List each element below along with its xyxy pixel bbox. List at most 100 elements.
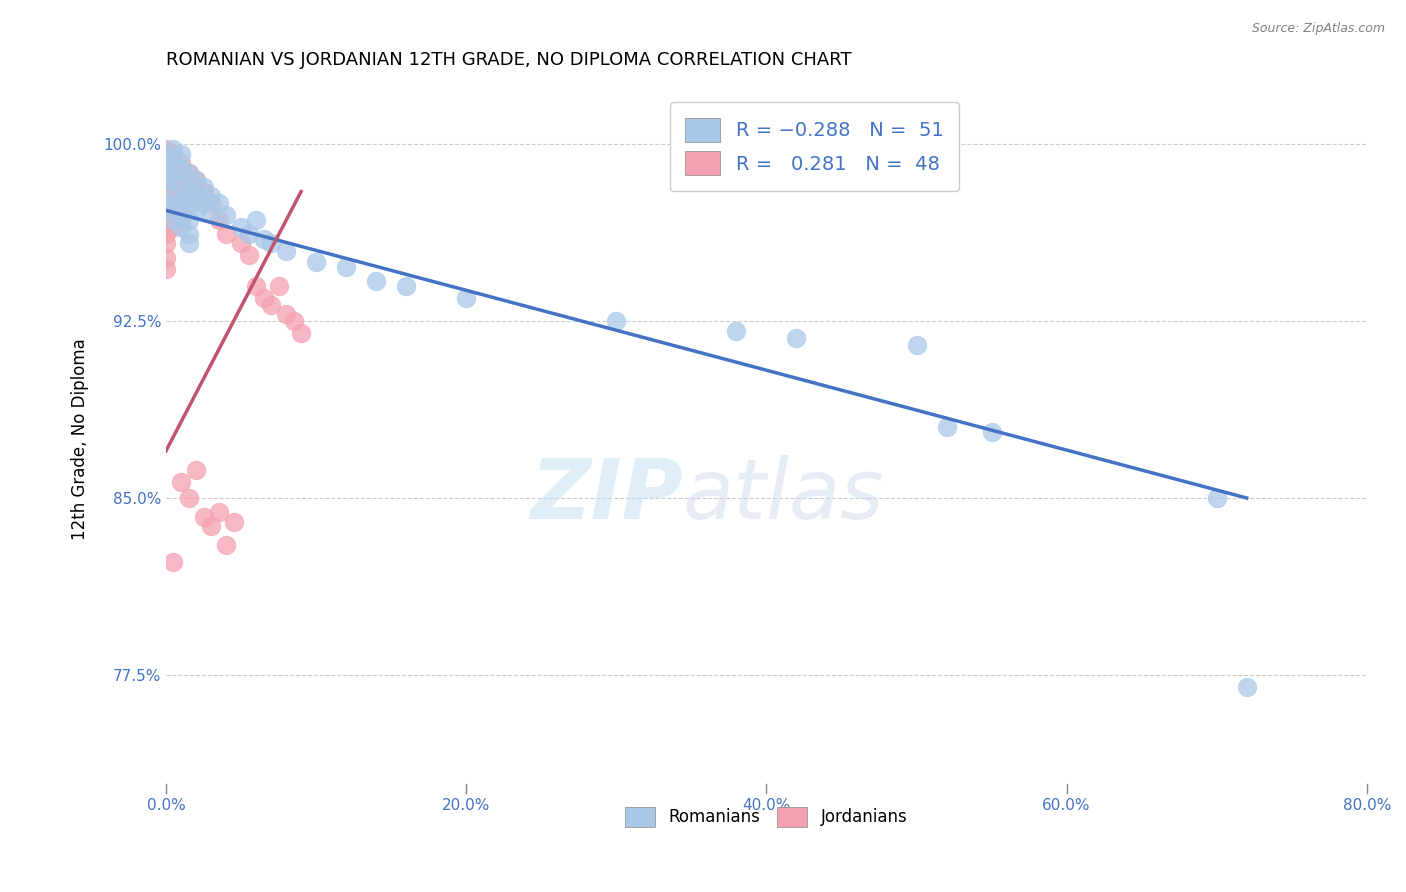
Text: ZIP: ZIP (530, 455, 682, 536)
Point (170, 178, 193, 192)
Point (184, 173, 207, 187)
Point (283, 314, 305, 328)
Point (177, 182, 200, 196)
Point (200, 196, 222, 211)
Point (170, 219, 193, 234)
Point (162, 142, 184, 156)
Point (184, 203, 207, 218)
Point (245, 278, 267, 293)
Point (177, 185, 200, 199)
Point (366, 274, 388, 288)
Point (162, 203, 184, 218)
Point (177, 491, 200, 505)
Point (162, 156, 184, 170)
Point (170, 475, 193, 489)
Point (238, 248, 260, 262)
Point (395, 278, 418, 293)
Point (252, 291, 274, 305)
Point (155, 189, 177, 203)
Point (155, 251, 177, 265)
Point (162, 555, 184, 569)
Point (252, 232, 274, 246)
Y-axis label: 12th Grade, No Diploma: 12th Grade, No Diploma (72, 338, 89, 540)
Point (605, 314, 627, 328)
Point (170, 199, 193, 213)
Text: atlas: atlas (682, 455, 884, 536)
Point (155, 236, 177, 251)
Point (177, 166, 200, 180)
Point (155, 142, 177, 156)
Point (170, 212, 193, 227)
Point (725, 324, 748, 338)
Legend: Romanians, Jordanians: Romanians, Jordanians (619, 800, 914, 834)
Point (155, 173, 177, 187)
Point (260, 236, 283, 251)
Point (238, 227, 260, 241)
Point (155, 161, 177, 175)
Point (155, 262, 177, 277)
Point (170, 161, 193, 175)
Point (260, 298, 283, 312)
Point (200, 189, 222, 203)
Point (177, 166, 200, 180)
Point (215, 227, 238, 241)
Point (162, 189, 184, 203)
Point (170, 185, 193, 199)
Point (290, 326, 312, 340)
Point (170, 208, 193, 222)
Point (162, 147, 184, 161)
Point (274, 244, 297, 258)
Text: Source: ZipAtlas.com: Source: ZipAtlas.com (1251, 22, 1385, 36)
Point (935, 420, 957, 434)
Point (155, 215, 177, 229)
Point (207, 196, 229, 211)
Point (155, 149, 177, 163)
Point (162, 189, 184, 203)
Point (245, 212, 267, 227)
Point (229, 236, 252, 251)
Point (162, 203, 184, 218)
Point (207, 212, 229, 227)
Point (155, 153, 177, 168)
Text: ROMANIAN VS JORDANIAN 12TH GRADE, NO DIPLOMA CORRELATION CHART: ROMANIAN VS JORDANIAN 12TH GRADE, NO DIP… (166, 51, 852, 69)
Point (267, 278, 290, 293)
Point (184, 173, 207, 187)
Point (456, 291, 478, 305)
Point (222, 515, 245, 529)
Point (170, 147, 193, 161)
Point (155, 166, 177, 180)
Point (162, 175, 184, 189)
Point (177, 212, 200, 227)
Point (155, 178, 177, 192)
Point (785, 331, 807, 345)
Point (335, 260, 357, 274)
Point (215, 208, 238, 222)
Point (162, 219, 184, 234)
Point (162, 161, 184, 175)
Point (155, 196, 177, 211)
Point (184, 189, 207, 203)
Point (193, 509, 215, 524)
Point (170, 194, 193, 208)
Point (305, 255, 328, 269)
Point (162, 173, 184, 187)
Point (905, 338, 928, 352)
Point (162, 212, 184, 227)
Point (207, 505, 229, 519)
Point (200, 519, 222, 533)
Point (193, 179, 215, 194)
Point (177, 227, 200, 241)
Point (980, 425, 1002, 439)
Point (193, 196, 215, 211)
Point (215, 538, 238, 552)
Point (274, 307, 297, 321)
Point (155, 203, 177, 218)
Point (170, 156, 193, 170)
Point (200, 206, 222, 220)
Point (184, 189, 207, 203)
Point (184, 463, 207, 477)
Point (177, 199, 200, 213)
Point (193, 185, 215, 199)
Point (1236, 680, 1258, 694)
Point (1205, 491, 1227, 505)
